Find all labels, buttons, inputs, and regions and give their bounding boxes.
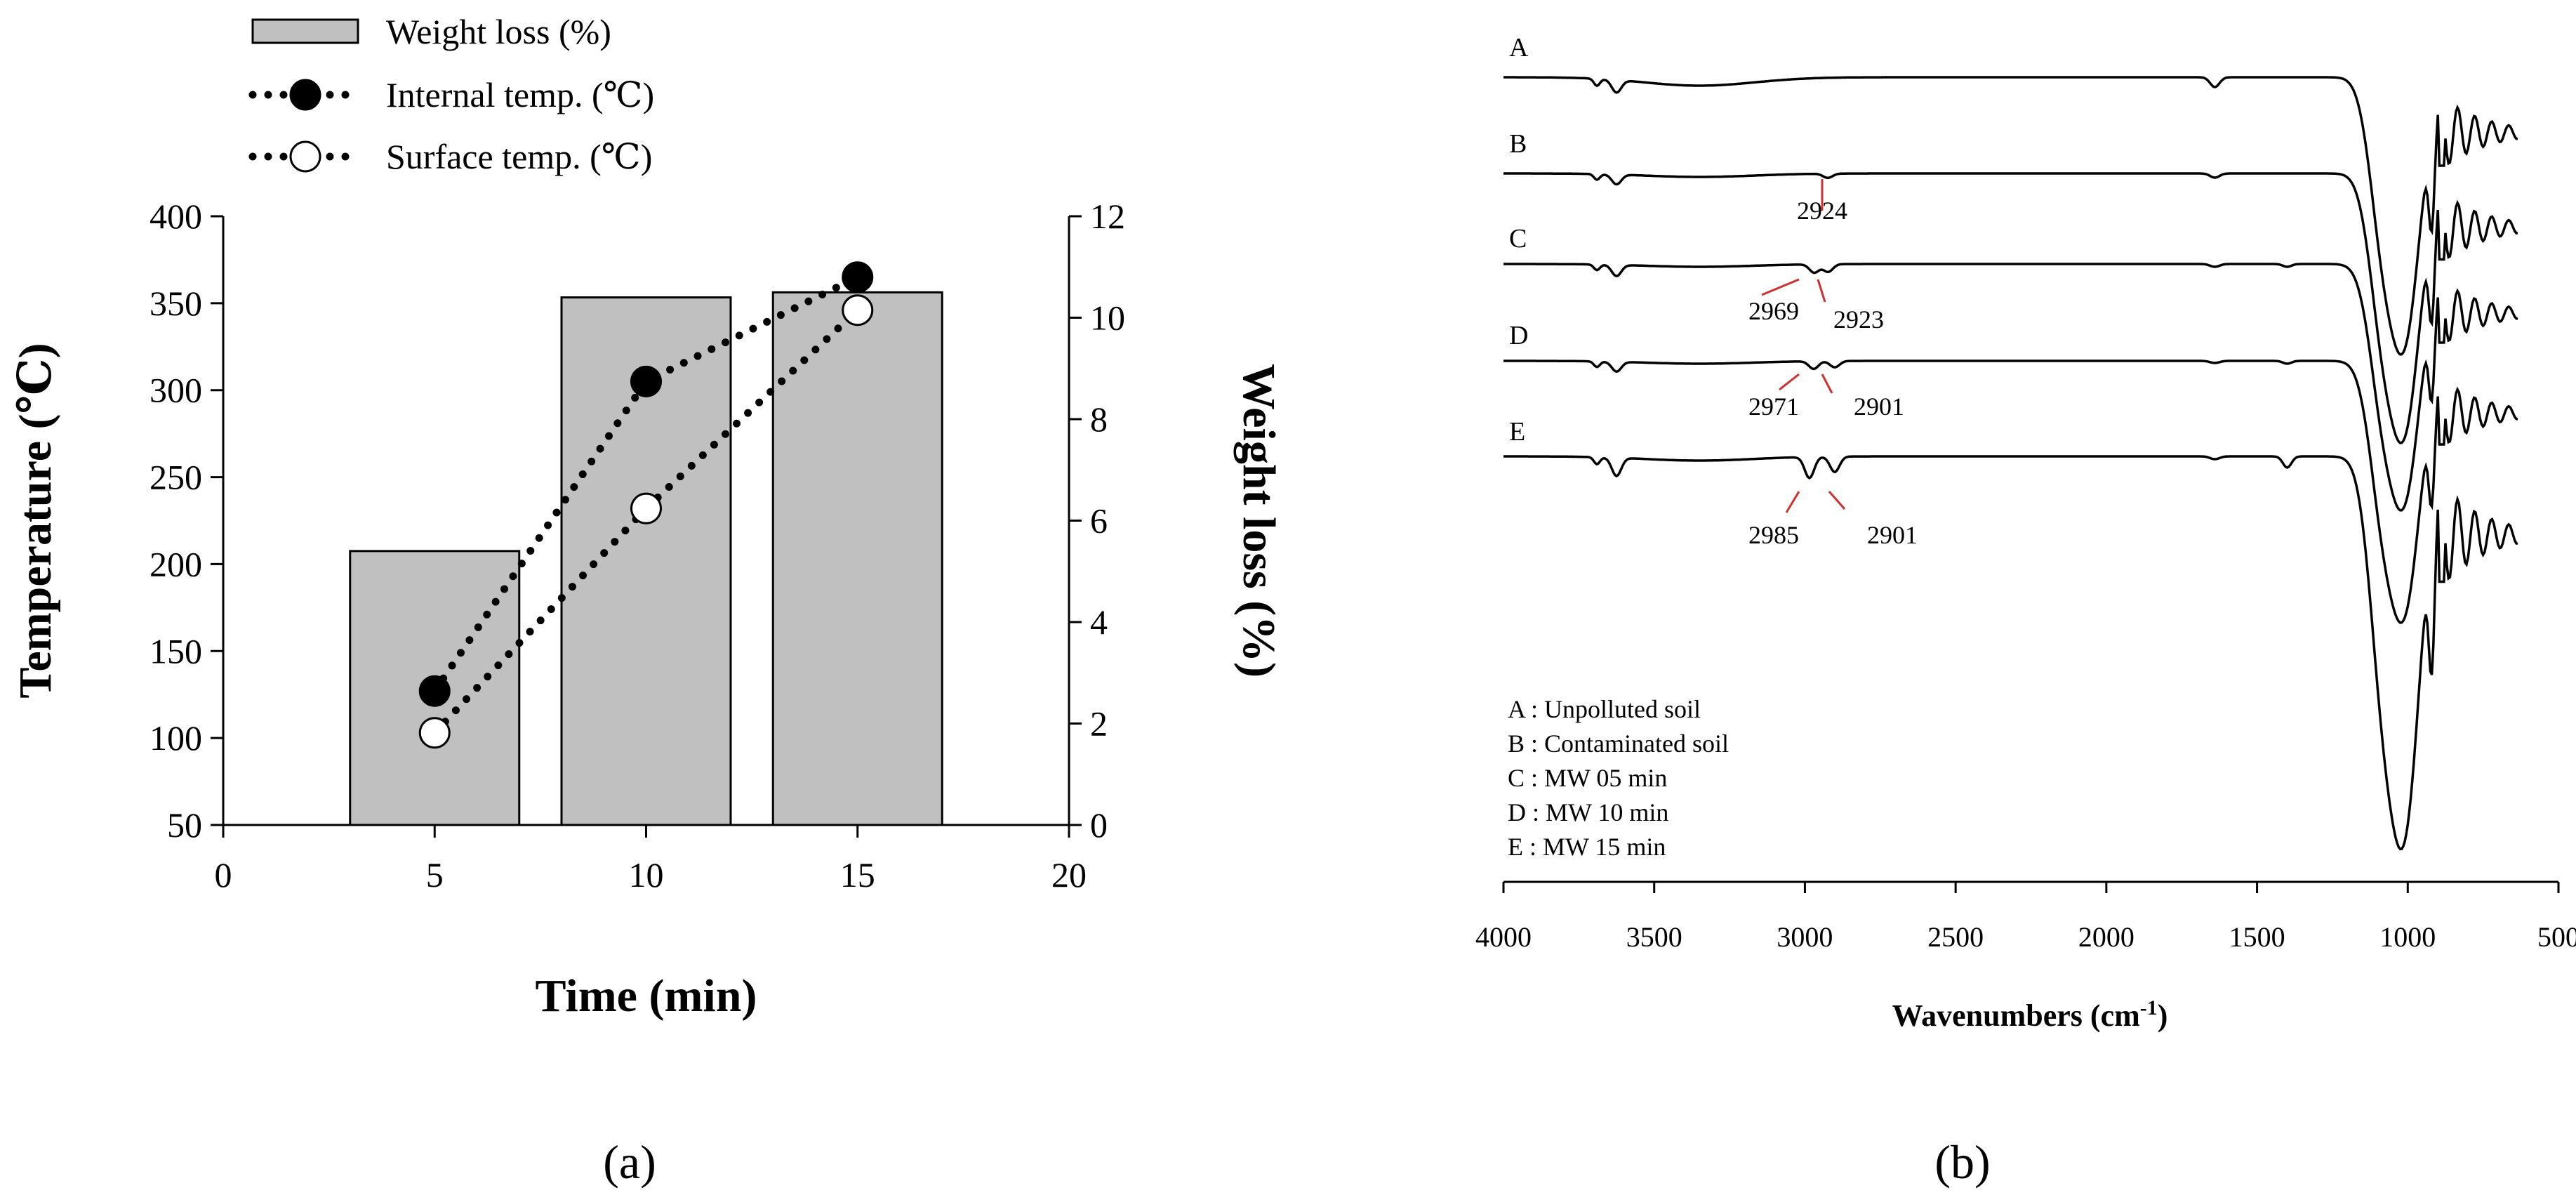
legend-marker-swatch bbox=[289, 140, 321, 173]
x-tick-label: 0 bbox=[215, 855, 232, 894]
spectrum-series-label: A bbox=[1509, 33, 1529, 62]
panel-label-a: (a) bbox=[603, 1135, 656, 1189]
peak-annotation-label: 2969 bbox=[1748, 297, 1799, 325]
peak-annotation-leader bbox=[1761, 278, 1800, 296]
x-tick-label: 2000 bbox=[2078, 921, 2135, 953]
left-y-tick-label: 250 bbox=[150, 458, 202, 497]
x-axis-title: Wavenumbers (cm-1) bbox=[1892, 996, 2168, 1033]
peak-annotation-label: 2985 bbox=[1748, 521, 1799, 549]
right-y-tick-label: 4 bbox=[1090, 602, 1108, 642]
left-y-tick-label: 300 bbox=[150, 371, 202, 410]
panel-a-weight-loss-temperature-chart: 0 5 10 15 20 50 100 150 200 250 300 350 400 0 2 4 6 8 10 12… bbox=[10, 12, 1284, 1189]
internal-temp-line bbox=[430, 273, 862, 695]
legend-entry: C : MW 05 min bbox=[1508, 764, 1667, 792]
peak-annotation-leader bbox=[1817, 279, 1826, 303]
right-y-tick-label: 2 bbox=[1090, 704, 1108, 744]
left-y-tick-label: 400 bbox=[150, 197, 202, 236]
panel-b-ftir-spectra-chart: A B C D E 2924 2969 2923 2971 2901 2985 2901 4000 350… bbox=[1475, 33, 2576, 1189]
internal-temp-point bbox=[630, 365, 662, 397]
legend-entry: D : MW 10 min bbox=[1508, 798, 1668, 826]
spectrum-line-d bbox=[1503, 359, 2518, 624]
spectrum-series-label: E bbox=[1509, 417, 1525, 447]
left-y-axis-title: Temperature (℃) bbox=[10, 343, 61, 698]
left-y-tick-label: 150 bbox=[150, 631, 202, 671]
spectrum-series-label: C bbox=[1509, 224, 1527, 253]
surface-temp-point bbox=[630, 492, 662, 524]
peak-annotation-leader bbox=[1779, 373, 1800, 391]
right-y-tick-label: 8 bbox=[1090, 400, 1108, 439]
left-y-tick-label: 200 bbox=[150, 544, 202, 583]
peak-annotation-label: 2901 bbox=[1867, 521, 1918, 549]
legend-label: Internal temp. (℃) bbox=[386, 75, 654, 114]
legend-entry: A : Unpolluted soil bbox=[1508, 695, 1701, 723]
surface-temp-point bbox=[418, 717, 451, 749]
x-tick-label: 1000 bbox=[2379, 921, 2436, 953]
spectrum-series-label: B bbox=[1509, 129, 1527, 159]
right-y-tick-label: 10 bbox=[1090, 298, 1125, 338]
right-y-tick-label: 0 bbox=[1090, 805, 1108, 845]
left-y-tick-label: 100 bbox=[150, 718, 202, 758]
right-y-tick-label: 12 bbox=[1090, 197, 1125, 236]
right-y-axis-title: Weight loss (%) bbox=[1233, 364, 1284, 678]
peak-annotation-leader bbox=[1828, 491, 1846, 510]
x-tick-label: 1500 bbox=[2229, 921, 2285, 953]
surface-temp-point bbox=[842, 294, 874, 326]
x-tick-label: 3500 bbox=[1626, 921, 1682, 953]
legend-label: Surface temp. (℃) bbox=[386, 137, 652, 176]
peak-annotation-label: 2924 bbox=[1797, 197, 1847, 225]
peak-annotation-label: 2971 bbox=[1748, 392, 1799, 421]
x-axis-title-close: ) bbox=[2158, 998, 2168, 1033]
spectrum-line-a bbox=[1503, 76, 2518, 356]
left-y-tick-label: 50 bbox=[167, 805, 202, 845]
x-tick-label: 20 bbox=[1051, 855, 1087, 894]
spectrum-line-c bbox=[1503, 263, 2518, 512]
legend-entry: B : Contaminated soil bbox=[1508, 729, 1729, 758]
x-axis-title-main: Wavenumbers (cm bbox=[1892, 998, 2140, 1033]
x-tick-label: 2500 bbox=[1927, 921, 1984, 953]
legend-marker-swatch bbox=[289, 79, 321, 111]
x-tick-label: 15 bbox=[840, 855, 875, 894]
peak-annotation-label: 2923 bbox=[1833, 305, 1884, 334]
x-tick-label: 3000 bbox=[1777, 921, 1833, 953]
panel-label-b: (b) bbox=[1934, 1135, 1990, 1189]
internal-temp-point bbox=[418, 675, 451, 707]
legend-entry: E : MW 15 min bbox=[1508, 833, 1666, 861]
left-y-tick-label: 350 bbox=[150, 284, 202, 323]
peak-annotation-label: 2901 bbox=[1854, 392, 1904, 421]
weight-loss-bar bbox=[771, 291, 943, 826]
spectrum-series-label: D bbox=[1509, 321, 1528, 350]
peak-annotation-leader bbox=[1785, 491, 1800, 513]
right-y-tick-label: 6 bbox=[1090, 501, 1108, 541]
x-tick-label: 10 bbox=[629, 855, 664, 894]
x-tick-label: 5 bbox=[426, 855, 444, 894]
x-axis-title-superscript: -1 bbox=[2140, 996, 2158, 1019]
peak-annotation-leader bbox=[1821, 374, 1833, 394]
spectrum-line-b bbox=[1503, 172, 2518, 444]
internal-temp-point bbox=[842, 261, 874, 293]
x-axis-title: Time (min) bbox=[536, 970, 757, 1022]
x-tick-label: 4000 bbox=[1475, 921, 1532, 953]
spectrum-line-e bbox=[1503, 455, 2518, 851]
legend-bar-swatch bbox=[251, 18, 359, 44]
x-tick-label: 500 bbox=[2537, 921, 2576, 953]
legend-label: Weight loss (%) bbox=[386, 12, 611, 51]
